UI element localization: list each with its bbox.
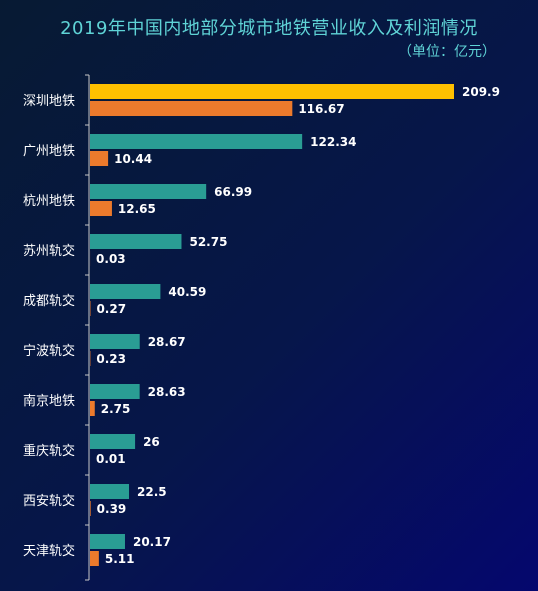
profit-bar [90,101,293,116]
revenue-value-label: 66.99 [214,185,252,199]
profit-value-label: 2.75 [101,402,131,416]
revenue-value-label: 22.5 [137,485,167,499]
revenue-bar [90,84,454,99]
revenue-value-label: 52.75 [189,235,227,249]
profit-value-label: 0.39 [97,502,127,516]
revenue-value-label: 28.63 [148,385,186,399]
profit-bar [90,551,99,566]
revenue-bar [90,484,130,499]
profit-value-label: 12.65 [118,202,156,216]
profit-bar [90,501,91,516]
revenue-value-label: 209.9 [462,85,500,99]
profit-value-label: 0.23 [96,352,126,366]
profit-bar [90,401,95,416]
revenue-bar [90,284,161,299]
revenue-bar [90,384,140,399]
chart-title: 2019年中国内地部分城市地铁营业收入及利润情况 [60,18,478,39]
revenue-value-label: 26 [143,435,160,449]
revenue-value-label: 122.34 [310,135,356,149]
chart-unit: （单位：亿元） [398,44,496,60]
revenue-bar [90,434,136,449]
revenue-bar [90,184,207,199]
revenue-bar [90,234,182,249]
profit-bar [90,151,109,166]
profit-value-label: 116.67 [298,102,344,116]
category-label: 南京地铁 [23,393,75,409]
category-label: 苏州轨交 [23,243,75,259]
category-label: 杭州地铁 [23,194,75,209]
revenue-value-label: 20.17 [133,535,171,549]
revenue-value-label: 28.67 [148,335,186,349]
category-label: 成都轨交 [23,293,75,309]
category-label: 天津轨交 [23,543,75,559]
category-label: 重庆轨交 [23,443,75,459]
profit-value-label: 5.11 [105,552,135,566]
profit-value-label: 0.27 [96,302,126,316]
profit-value-label: 0.03 [96,252,126,266]
category-label: 宁波轨交 [23,343,75,359]
category-label: 广州地铁 [23,144,75,159]
profit-value-label: 10.44 [114,152,152,166]
category-label: 西安轨交 [23,493,75,509]
revenue-bar [90,134,303,149]
category-label: 深圳地铁 [23,94,75,109]
revenue-bar [90,334,140,349]
revenue-value-label: 40.59 [168,285,206,299]
profit-bar [90,201,112,216]
profit-value-label: 0.01 [96,452,126,466]
revenue-bar [90,534,125,549]
